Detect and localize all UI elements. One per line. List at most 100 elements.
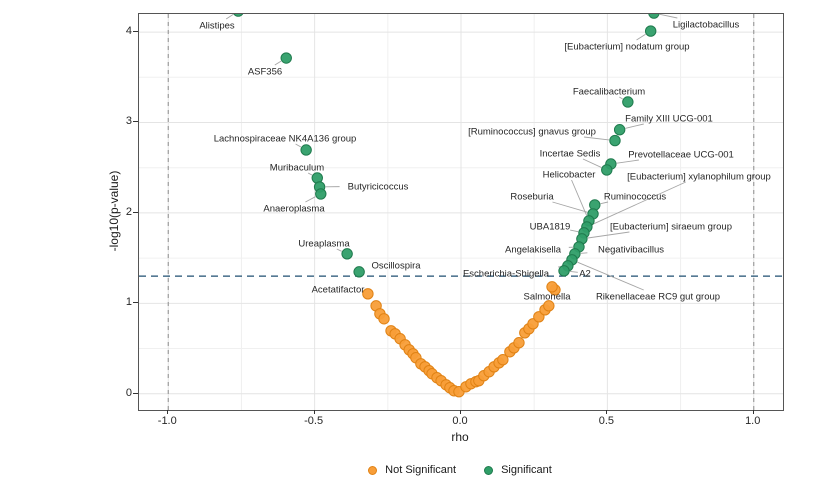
- point-label: Lachnospiraceae NK4A136 group: [214, 133, 357, 144]
- point-label: [Eubacterium] nodatum group: [564, 41, 689, 52]
- point-significant: [644, 25, 657, 37]
- y-axis-title: -log10(p-value): [107, 170, 121, 252]
- point-significant: [315, 188, 327, 200]
- y-tick-label: 0: [125, 386, 132, 399]
- point-label: Salmonella: [524, 291, 572, 302]
- point-significant: [341, 248, 353, 260]
- label-leader-line: [569, 271, 578, 273]
- label-leader-line: [336, 248, 342, 252]
- label-leader-line: [636, 33, 646, 41]
- plot-canvas: Alistipes ASF356 Lachnospiraceae NK4A136 g…: [139, 14, 783, 410]
- label-leader-line: [307, 172, 313, 176]
- label-leader-line: [552, 201, 588, 213]
- legend-label: Not Significant: [385, 464, 457, 476]
- significant-dot-icon: [484, 465, 494, 475]
- point-label: Angelakisella: [505, 244, 562, 255]
- point-label: Ligilactobacillus: [673, 19, 740, 30]
- point-not-significant: [378, 313, 390, 325]
- point-label: Alistipes: [199, 20, 235, 31]
- point-label: Ruminococcus: [604, 191, 667, 202]
- point-label: Acetatifactor: [312, 284, 365, 295]
- point-not-significant: [362, 288, 374, 300]
- x-tick-mark: [606, 410, 608, 414]
- x-axis-title: rho: [451, 430, 469, 444]
- label-leader-line: [587, 231, 630, 239]
- y-tick-mark: [133, 121, 138, 123]
- label-leader-line: [625, 123, 644, 129]
- point-significant: [648, 14, 660, 19]
- plot-panel: Alistipes ASF356 Lachnospiraceae NK4A136 g…: [138, 13, 784, 411]
- point-label: Escherichia-Shigella: [463, 268, 550, 279]
- point-label: Family XIII UCG-001: [625, 113, 713, 124]
- point-not-significant: [513, 337, 525, 349]
- point-label: Anaeroplasma: [263, 203, 325, 214]
- label-leader-line: [274, 60, 282, 66]
- label-leader-line: [619, 96, 623, 100]
- point-significant: [558, 265, 570, 277]
- point-significant: [353, 266, 365, 278]
- legend-label: Significant: [501, 464, 552, 476]
- point-label: UBA1819: [530, 221, 571, 232]
- point-label: Ureaplasma: [298, 238, 350, 249]
- point-label: Helicobacter: [543, 169, 596, 180]
- point-label: Roseburia: [510, 191, 554, 202]
- point-significant: [613, 124, 626, 136]
- label-leader-line: [225, 14, 234, 20]
- label-leader-line: [659, 14, 678, 19]
- label-leader-line: [600, 201, 609, 205]
- y-tick-label: 1: [125, 296, 132, 309]
- label-leader-line: [580, 252, 588, 254]
- legend: Not Significant Significant: [138, 464, 782, 476]
- label-leader-line: [592, 181, 686, 225]
- point-significant: [280, 52, 292, 64]
- legend-item-significant: Significant: [484, 464, 552, 476]
- point-significant: [622, 96, 634, 108]
- point-label: [Ruminococcus] gnavus group: [468, 126, 596, 137]
- not-significant-dot-icon: [368, 465, 378, 475]
- y-tick-mark: [133, 302, 138, 304]
- point-label: ASF356: [248, 66, 282, 77]
- point-not-significant: [543, 300, 555, 312]
- x-tick-mark: [752, 410, 754, 414]
- point-label: Prevotellaceae UCG-001: [628, 149, 734, 160]
- legend-item-not-significant: Not Significant: [368, 464, 456, 476]
- point-significant: [601, 164, 613, 176]
- x-tick-mark: [167, 410, 169, 414]
- point-not-significant: [546, 281, 558, 293]
- y-tick-mark: [133, 31, 138, 33]
- y-tick-label: 2: [125, 205, 132, 218]
- point-label: Oscillospira: [371, 260, 421, 271]
- x-tick-label: 0.5: [598, 415, 614, 427]
- y-tick-mark: [133, 392, 138, 394]
- point-significant: [233, 14, 244, 17]
- label-leader-line: [571, 179, 587, 216]
- label-leader-line: [616, 159, 639, 164]
- point-label: A2: [579, 268, 591, 279]
- point-label: Incertae Sedis: [540, 148, 601, 159]
- point-label: Faecalibacterium: [573, 86, 645, 97]
- x-tick-label: 1.0: [745, 415, 761, 427]
- y-tick-label: 3: [125, 115, 132, 128]
- point-significant: [609, 134, 621, 147]
- x-tick-label: -0.5: [304, 415, 324, 427]
- label-leader-line: [305, 196, 316, 203]
- point-not-significant: [497, 354, 509, 366]
- label-leader-line: [577, 261, 644, 291]
- x-tick-label: 0.0: [452, 415, 468, 427]
- point-significant: [300, 144, 312, 156]
- x-tick-mark: [313, 410, 315, 414]
- label-leader-line: [582, 158, 602, 168]
- point-label: Rikenellaceae RC9 gut group: [596, 291, 720, 302]
- point-label: Butyricicoccus: [348, 181, 409, 192]
- point-label: Negativibacillus: [598, 244, 664, 255]
- x-tick-mark: [460, 410, 461, 414]
- x-tick-label: -1.0: [157, 415, 177, 427]
- y-tick-label: 4: [125, 25, 132, 38]
- label-leader-line: [295, 143, 302, 148]
- label-leader-line: [570, 229, 579, 233]
- label-leader-line: [583, 136, 610, 141]
- point-label: Muribaculum: [270, 162, 324, 173]
- y-tick-mark: [133, 211, 138, 213]
- point-label: [Eubacterium] xylanophilum group: [627, 171, 771, 182]
